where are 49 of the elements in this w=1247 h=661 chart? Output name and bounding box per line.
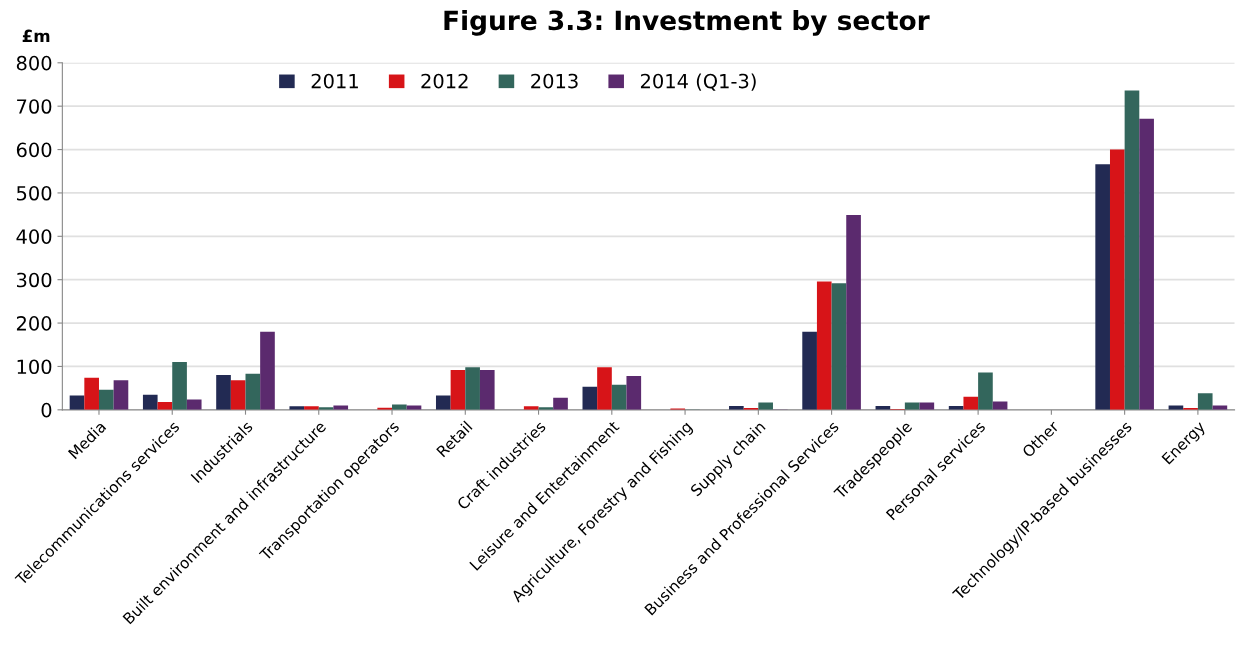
bar xyxy=(465,367,480,410)
bar xyxy=(978,372,993,410)
legend-label: 2012 xyxy=(421,73,468,89)
y-tick-label: 500 xyxy=(17,185,52,201)
text: £m xyxy=(22,29,50,42)
y-tick-label: 700 xyxy=(17,99,52,114)
chart-title: Figure 3.3: Investment by sector xyxy=(444,9,930,36)
bar xyxy=(919,402,935,410)
bar xyxy=(846,215,861,410)
bar xyxy=(450,369,466,410)
y-tick-label: 0 xyxy=(41,402,52,418)
bar xyxy=(831,283,847,410)
bar xyxy=(816,281,832,410)
bar xyxy=(582,386,598,410)
bar xyxy=(597,367,612,410)
bar xyxy=(172,362,187,410)
bar xyxy=(230,380,246,410)
y-tick-label: 800 xyxy=(16,55,52,71)
bar xyxy=(1139,118,1154,410)
bar xyxy=(553,397,568,410)
bar xyxy=(758,402,773,410)
bar xyxy=(98,389,114,410)
bar xyxy=(142,394,158,410)
bar xyxy=(113,380,129,410)
bar xyxy=(245,373,261,410)
bar xyxy=(1197,393,1213,410)
legend-label: 2013 xyxy=(531,73,578,89)
bar xyxy=(84,377,99,410)
bar xyxy=(435,395,451,410)
legend-label: 2014 (Q1-3) xyxy=(640,73,756,91)
bar xyxy=(216,375,231,410)
bar xyxy=(802,331,817,410)
bar xyxy=(1109,149,1125,410)
bar xyxy=(260,331,275,410)
bar xyxy=(963,396,979,410)
y-tick-label: 600 xyxy=(16,142,52,158)
legend-label: 2011 xyxy=(311,73,358,89)
y-tick-label: 300 xyxy=(17,272,52,288)
bar xyxy=(1095,164,1110,410)
y-tick-label: 400 xyxy=(16,229,52,244)
bar xyxy=(611,384,627,410)
bar xyxy=(904,402,920,410)
bar xyxy=(333,405,349,410)
y-tick-label: 100 xyxy=(17,359,52,375)
bar xyxy=(479,369,495,410)
y-tick-label: 200 xyxy=(16,316,52,331)
bar xyxy=(186,399,202,410)
bar xyxy=(1124,90,1140,410)
bar xyxy=(626,375,642,410)
